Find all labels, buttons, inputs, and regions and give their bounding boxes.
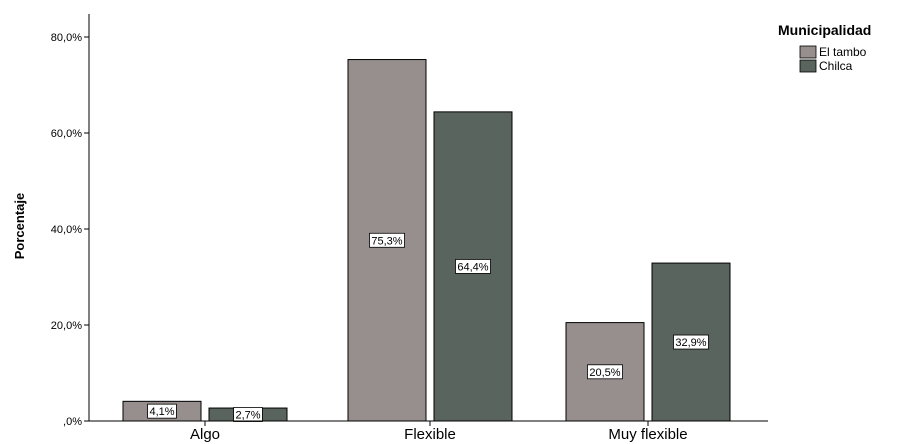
y-tick-label: ,0% <box>63 416 82 428</box>
y-tick-label: 60,0% <box>51 128 82 140</box>
data-label: 4,1% <box>149 406 174 418</box>
data-label: 2,7% <box>235 410 260 422</box>
y-axis-title: Porcentaje <box>12 193 27 259</box>
data-label-box <box>455 259 491 274</box>
x-tick-label: Algo <box>190 426 220 443</box>
x-axis: Algo Flexible Muy flexible <box>89 420 768 443</box>
data-label: 75,3% <box>371 235 402 247</box>
x-tick-label: Flexible <box>404 426 456 443</box>
x-tick-label: Muy flexible <box>608 426 687 443</box>
data-label-box <box>369 232 405 248</box>
legend-title: Municipalidad <box>778 22 871 38</box>
y-tick-label: 20,0% <box>51 320 82 332</box>
data-label-box <box>673 334 709 350</box>
data-label: 64,4% <box>457 261 488 273</box>
data-label-box <box>233 407 263 422</box>
legend-swatch <box>799 59 817 73</box>
data-label-box <box>147 403 177 419</box>
bar-el-tambo <box>565 322 645 422</box>
y-tick-label: 80,0% <box>51 32 82 44</box>
bars: 4,1% 2,7% 75,3% 64,4% 20,5% 32,9% <box>122 59 731 422</box>
legend-item-label: El tambo <box>819 45 867 59</box>
data-label-box <box>587 364 623 380</box>
y-tick-label: 40,0% <box>51 224 82 236</box>
legend-item-label: Chilca <box>819 59 853 73</box>
y-axis: ,0% 20,0% 40,0% 60,0% 80,0% <box>51 14 90 428</box>
legend-swatch <box>799 45 817 59</box>
data-label: 20,5% <box>589 367 620 379</box>
data-label: 32,9% <box>675 337 706 349</box>
